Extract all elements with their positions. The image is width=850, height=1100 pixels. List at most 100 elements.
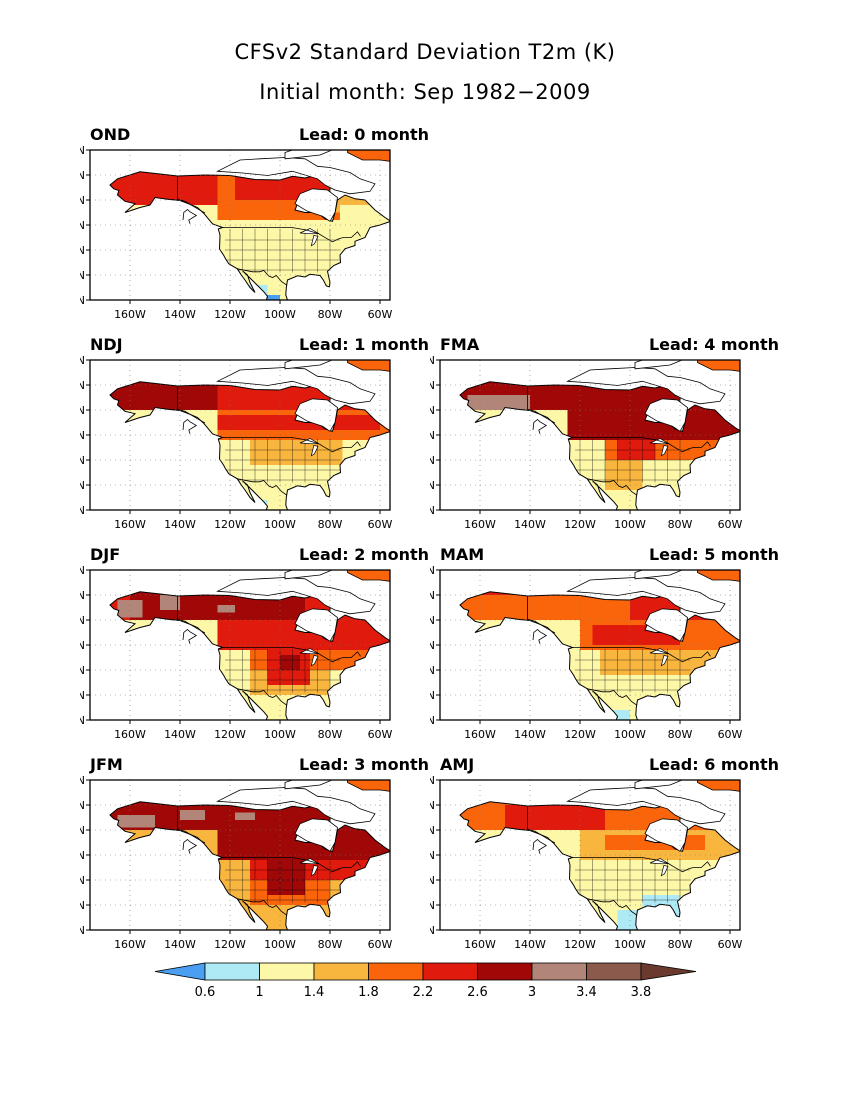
contour-region	[505, 805, 605, 830]
lat-tick-label: 60N	[80, 824, 85, 837]
lat-tick-label: 70N	[80, 169, 85, 182]
lat-tick-label: 70N	[80, 589, 85, 602]
lon-tick-label: 160W	[464, 518, 496, 531]
lat-tick-label: 70N	[80, 379, 85, 392]
lon-tick-label: 140W	[514, 728, 546, 741]
lat-tick-label: 60N	[430, 614, 435, 627]
lat-tick-label: 30N	[430, 689, 435, 702]
panel-season-label: JFM	[90, 755, 123, 774]
panel-lead-label: Lead: 6 month	[648, 755, 779, 774]
lon-tick-label: 60W	[368, 518, 393, 531]
colorbar-label: 3.4	[576, 985, 597, 1000]
lat-tick-label: 50N	[80, 429, 85, 442]
lon-tick-label: 60W	[368, 938, 393, 951]
map-frame: 20N 30N 40N 50N 60N 70N 80N 160W 140W 120W 100W 80W…	[430, 774, 743, 951]
map-frame: 20N 30N 40N 50N 60N 70N 80N 160W 140W 120W 100W 80W…	[80, 354, 393, 531]
colorbar-box	[313, 962, 369, 981]
colorbar-label: 1	[255, 985, 263, 1000]
contour-region	[340, 205, 390, 230]
panel-lead-label: Lead: 3 month	[298, 755, 429, 774]
lon-tick-label: 160W	[464, 938, 496, 951]
lon-tick-label: 60W	[368, 728, 393, 741]
lon-tick-label: 120W	[564, 518, 596, 531]
lat-tick-label: 80N	[80, 354, 85, 367]
contour-region	[230, 917, 260, 930]
lon-tick-label: 60W	[368, 308, 393, 321]
map-frame: 20N 30N 40N 50N 60N 70N 80N 160W 140W 120W 100W 80W…	[80, 774, 393, 951]
contour-region	[267, 860, 305, 895]
contour-region	[117, 600, 143, 618]
panel-lead-label: Lead: 4 month	[648, 335, 779, 354]
lon-tick-label: 80W	[318, 728, 343, 741]
lon-tick-label: 140W	[514, 938, 546, 951]
contour-region	[230, 710, 255, 720]
panel-season-label: NDJ	[90, 335, 123, 354]
contour-region	[117, 815, 155, 828]
lat-tick-label: 50N	[430, 429, 435, 442]
lon-tick-label: 160W	[114, 728, 146, 741]
lat-tick-label: 20N	[80, 294, 85, 307]
colorbar-label: 0.6	[195, 985, 216, 1000]
lon-tick-label: 120W	[214, 518, 246, 531]
lat-tick-label: 80N	[430, 354, 435, 367]
map-panel: FMA Lead: 4 month 20N 30N 40N 50N 60N 70N 80N 160…	[430, 335, 790, 540]
lon-tick-label: 80W	[668, 518, 693, 531]
lat-tick-label: 80N	[80, 144, 85, 157]
contour-region	[280, 655, 300, 670]
colorbar-label: 1.8	[358, 985, 379, 1000]
contour-region	[605, 460, 643, 490]
lon-tick-label: 160W	[114, 518, 146, 531]
panel-season-label: MAM	[440, 545, 485, 564]
contour-region	[110, 171, 218, 205]
colorbar-box	[368, 962, 424, 981]
lat-tick-label: 40N	[80, 454, 85, 467]
map-panel: DJF Lead: 2 month 20N 30N 40N 50N 60N 70N 80N 160…	[80, 545, 440, 750]
lat-tick-label: 40N	[80, 874, 85, 887]
contour-region	[460, 595, 630, 620]
chart-subtitle: Initial month: Sep 1982−2009	[259, 80, 591, 104]
colorbar-box	[586, 962, 642, 981]
panel-lead-label: Lead: 0 month	[298, 125, 429, 144]
lon-tick-label: 100W	[614, 518, 646, 531]
lat-tick-label: 20N	[430, 504, 435, 517]
map-panel: OND Lead: 0 month 20N 30N 40N 50N 60N 70N 80N 160…	[80, 125, 440, 330]
lat-tick-label: 50N	[80, 639, 85, 652]
colorbar: 0.6 1 1.4 1.8 2.2 2.6 3 3.4 3.8	[154, 962, 697, 1000]
colorbar-label: 3.8	[631, 985, 652, 1000]
map-frame: 20N 30N 40N 50N 60N 70N 80N 160W 140W 120W 100W 80W…	[430, 564, 743, 741]
lon-tick-label: 60W	[718, 938, 743, 951]
lon-tick-label: 60W	[718, 518, 743, 531]
lon-tick-label: 100W	[614, 938, 646, 951]
lon-tick-label: 80W	[668, 938, 693, 951]
lon-tick-label: 120W	[214, 308, 246, 321]
panel-season-label: AMJ	[440, 755, 475, 774]
lat-tick-label: 40N	[80, 244, 85, 257]
lat-tick-label: 20N	[80, 714, 85, 727]
colorbar-label: 1.4	[304, 985, 325, 1000]
lat-tick-label: 30N	[80, 269, 85, 282]
lat-tick-label: 40N	[430, 874, 435, 887]
map-panel: NDJ Lead: 1 month 20N 30N 40N 50N 60N 70N 80N 160…	[80, 335, 440, 540]
contour-region	[235, 500, 268, 510]
contour-region	[217, 415, 380, 430]
lat-tick-label: 30N	[80, 689, 85, 702]
lat-tick-label: 80N	[430, 774, 435, 787]
contour-region	[605, 710, 630, 720]
lon-tick-label: 100W	[264, 308, 296, 321]
lat-tick-label: 20N	[80, 924, 85, 937]
lon-tick-label: 60W	[718, 728, 743, 741]
map-panel: JFM Lead: 3 month 20N 30N 40N 50N 60N 70N 80N 160…	[80, 755, 440, 960]
colorbar-box	[422, 962, 478, 981]
map-frame: 20N 30N 40N 50N 60N 70N 80N 160W 140W 120W 100W 80W…	[80, 144, 393, 321]
lat-tick-label: 30N	[80, 899, 85, 912]
lat-tick-label: 50N	[80, 219, 85, 232]
lat-tick-label: 50N	[430, 639, 435, 652]
lon-tick-label: 100W	[264, 938, 296, 951]
lon-tick-label: 80W	[668, 728, 693, 741]
lon-tick-label: 100W	[264, 728, 296, 741]
lat-tick-label: 40N	[430, 454, 435, 467]
contour-region	[217, 605, 235, 613]
map-panel: MAM Lead: 5 month 20N 30N 40N 50N 60N 70N 80N 160…	[430, 545, 790, 750]
lat-tick-label: 80N	[80, 564, 85, 577]
lon-tick-label: 160W	[114, 308, 146, 321]
